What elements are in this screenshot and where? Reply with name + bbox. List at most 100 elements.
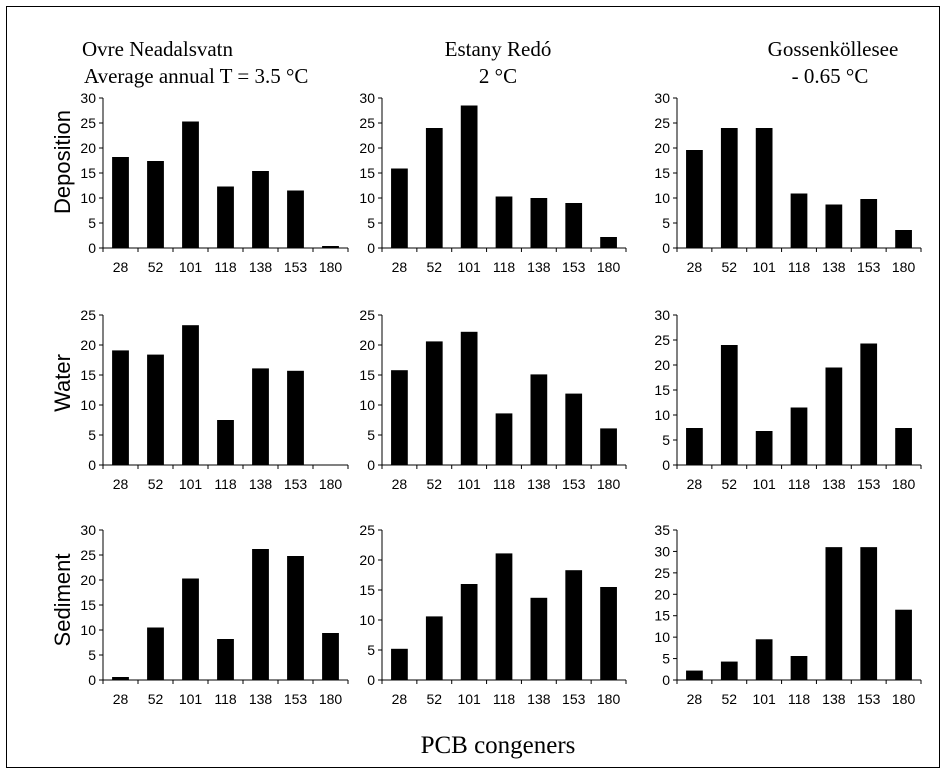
y-tick-label: 15 [359,367,375,383]
bar-52 [720,128,738,248]
x-tick-label: 180 [892,476,916,492]
bar-28 [112,677,129,680]
bar-52 [425,616,443,680]
y-tick-label: 30 [359,90,375,106]
x-tick-label: 52 [148,259,164,275]
chart-panel-water-1: 0 5 10 15 20 25 28 52 101 118 138 153 180 [80,307,349,492]
column-title-2: Estany Redó [445,37,552,61]
x-tick-label: 153 [562,691,586,707]
x-tick-label: 101 [752,476,776,492]
column-title-1: Ovre Neadalsvatn [82,37,234,61]
y-tick-label: 10 [359,397,375,413]
x-tick-label: 118 [214,259,237,275]
bar-101 [460,584,478,680]
y-tick-label: 20 [654,586,670,602]
x-tick-label: 153 [857,259,881,275]
x-tick-label: 118 [788,259,811,275]
bar-28 [391,648,408,680]
x-tick-label: 180 [892,259,916,275]
bar-180 [600,237,617,248]
y-tick-label: 20 [654,140,670,156]
y-tick-label: 0 [88,240,96,256]
bar-138 [530,198,548,248]
bar-138 [252,368,269,465]
y-tick-label: 25 [80,307,96,323]
y-tick-label: 0 [662,240,670,256]
y-tick-label: 20 [80,337,96,353]
bar-180 [895,428,912,465]
x-tick-label: 52 [426,259,442,275]
x-tick-label: 138 [249,259,273,275]
x-tick-label: 52 [721,259,737,275]
x-tick-label: 28 [687,259,703,275]
y-tick-label: 35 [654,522,670,538]
bar-153 [565,393,583,465]
y-tick-label: 10 [654,629,670,645]
x-tick-label: 28 [687,691,703,707]
column-temperature-1: Average annual T = 3.5 °C [84,64,308,88]
bar-52 [425,128,443,248]
bar-153 [565,570,583,680]
column-temperature-2: 2 °C [479,64,517,88]
chart-panel-deposition-3: 0 5 10 15 20 25 30 28 52 101 118 138 153 180 [654,90,922,275]
bar-101 [755,431,773,465]
x-tick-label: 52 [721,691,737,707]
y-tick-label: 5 [367,215,375,231]
bar-138 [530,597,548,680]
y-tick-label: 15 [80,165,96,181]
x-tick-label: 101 [179,691,203,707]
row-label-water: Water [50,354,75,412]
y-tick-label: 15 [80,597,96,613]
bar-180 [600,587,617,680]
y-tick-label: 10 [80,190,96,206]
y-tick-label: 15 [359,165,375,181]
x-tick-label: 138 [249,476,273,492]
y-tick-label: 0 [88,672,96,688]
x-tick-label: 101 [752,691,776,707]
x-tick-label: 180 [892,691,916,707]
y-tick-label: 5 [662,432,670,448]
x-tick-label: 101 [457,691,481,707]
x-tick-label: 118 [493,691,516,707]
bar-118 [217,420,234,465]
x-tick-label: 101 [179,476,203,492]
y-tick-label: 15 [80,367,96,383]
x-tick-label: 153 [562,259,586,275]
x-tick-label: 28 [687,476,703,492]
y-tick-label: 0 [367,672,375,688]
y-tick-label: 20 [359,337,375,353]
bar-138 [530,374,548,465]
bar-28 [686,428,703,465]
y-tick-label: 20 [80,572,96,588]
chart-panel-deposition-1: 0 5 10 15 20 25 30 28 52 101 118 138 153 180 [80,90,349,275]
y-tick-label: 10 [80,397,96,413]
y-tick-label: 0 [88,457,96,473]
y-tick-label: 25 [359,115,375,131]
bar-52 [147,161,164,248]
chart-panel-water-2: 0 5 10 15 20 25 28 52 101 118 138 153 180 [359,307,627,492]
y-tick-label: 5 [88,647,96,663]
y-tick-label: 15 [654,608,670,624]
bar-118 [790,407,808,465]
x-tick-label: 101 [752,259,776,275]
y-tick-label: 25 [80,547,96,563]
bar-180 [600,428,617,465]
bar-52 [147,627,164,680]
x-tick-label: 153 [562,476,586,492]
y-tick-label: 25 [80,115,96,131]
bar-28 [686,150,703,248]
y-tick-label: 25 [654,565,670,581]
y-tick-label: 10 [359,612,375,628]
x-tick-label: 138 [527,259,551,275]
bar-180 [322,633,339,680]
x-tick-label: 153 [857,691,881,707]
bar-28 [686,670,703,680]
bar-101 [182,578,199,680]
bar-138 [825,204,843,248]
x-tick-label: 52 [148,691,164,707]
y-tick-label: 15 [359,582,375,598]
bar-138 [252,171,269,248]
bar-101 [182,325,199,465]
x-tick-label: 28 [392,259,408,275]
bar-118 [495,413,513,465]
